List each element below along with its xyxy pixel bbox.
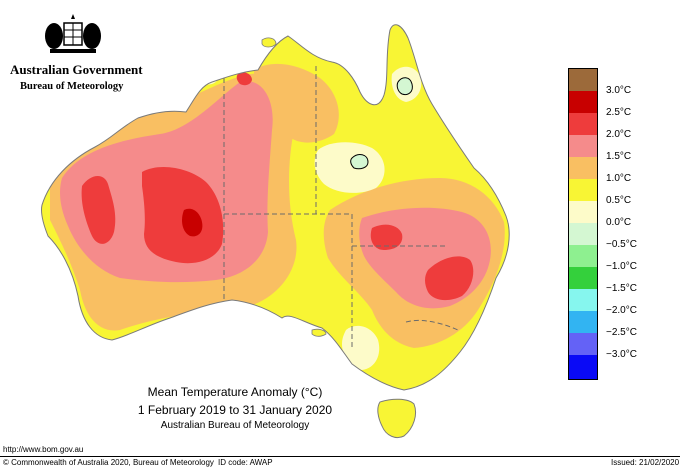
legend-swatch bbox=[569, 311, 597, 333]
map-title-block: Mean Temperature Anomaly (°C) 1 February… bbox=[100, 385, 370, 431]
footer-bar: © Commonwealth of Australia 2020, Bureau… bbox=[0, 456, 680, 468]
copyright-text: © Commonwealth of Australia 2020, Bureau… bbox=[3, 458, 214, 467]
legend-swatch bbox=[569, 355, 597, 379]
anomaly-0p5-kimberley bbox=[197, 67, 218, 85]
legend-swatch bbox=[569, 179, 597, 201]
legend-label: −2.5°C bbox=[606, 327, 637, 339]
legend-label: −2.0°C bbox=[606, 305, 637, 317]
legend-swatch bbox=[569, 113, 597, 135]
legend-swatch bbox=[569, 333, 597, 355]
legend-label: −1.0°C bbox=[606, 261, 637, 273]
tiwi-islands bbox=[262, 38, 276, 47]
legend-label: 3.0°C bbox=[606, 85, 631, 97]
legend-swatch bbox=[569, 223, 597, 245]
legend-swatch bbox=[569, 245, 597, 267]
legend-label: −0.5°C bbox=[606, 239, 637, 251]
legend-label: −3.0°C bbox=[606, 349, 637, 361]
anomaly-0p0-cape bbox=[397, 78, 412, 95]
legend-swatch bbox=[569, 69, 597, 91]
government-title: Australian Government bbox=[10, 62, 143, 78]
tasmania bbox=[378, 399, 416, 437]
source-credit: Australian Bureau of Meteorology bbox=[100, 420, 370, 431]
date-range: 1 February 2019 to 31 January 2020 bbox=[100, 403, 370, 417]
color-legend bbox=[568, 68, 598, 380]
anomaly-0p0-central bbox=[351, 155, 368, 169]
id-code: ID code: AWAP bbox=[218, 458, 273, 467]
legend-label: 0.0°C bbox=[606, 217, 631, 229]
legend-label: 1.5°C bbox=[606, 151, 631, 163]
legend-label: 1.0°C bbox=[606, 173, 631, 185]
legend-swatch bbox=[569, 157, 597, 179]
website-link[interactable]: http://www.bom.gov.au bbox=[3, 445, 83, 454]
legend-swatch bbox=[569, 135, 597, 157]
legend-swatch bbox=[569, 91, 597, 113]
coat-of-arms-icon bbox=[42, 12, 104, 56]
legend-label: 2.0°C bbox=[606, 129, 631, 141]
legend-label: 2.5°C bbox=[606, 107, 631, 119]
legend-swatch bbox=[569, 289, 597, 311]
issued-date: Issued: 21/02/2020 bbox=[611, 458, 679, 467]
legend-label: −1.5°C bbox=[606, 283, 637, 295]
kangaroo-island bbox=[312, 329, 326, 336]
legend-swatch bbox=[569, 201, 597, 223]
map-title: Mean Temperature Anomaly (°C) bbox=[100, 385, 370, 399]
bureau-name: Bureau of Meteorology bbox=[20, 81, 123, 92]
legend-label: 0.5°C bbox=[606, 195, 631, 207]
legend-swatch bbox=[569, 267, 597, 289]
